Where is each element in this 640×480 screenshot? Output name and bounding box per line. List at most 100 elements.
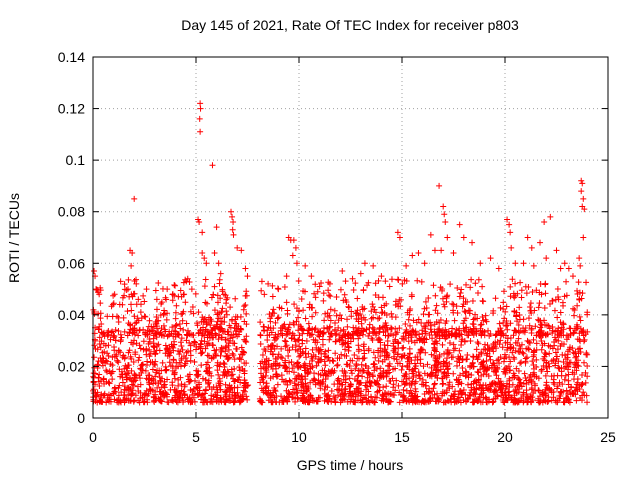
data-point — [477, 382, 484, 389]
data-point — [429, 394, 436, 401]
data-point — [316, 347, 323, 354]
data-point — [423, 304, 430, 311]
data-point — [315, 329, 322, 336]
data-point — [535, 387, 542, 394]
data-point — [204, 359, 211, 366]
data-point — [93, 286, 100, 293]
data-point — [412, 388, 419, 395]
data-point — [321, 390, 328, 397]
data-point — [366, 399, 373, 406]
data-point — [158, 325, 165, 332]
data-point — [460, 397, 467, 404]
data-point — [316, 283, 323, 290]
data-point — [308, 273, 315, 280]
data-point — [527, 300, 534, 307]
data-point — [331, 381, 338, 388]
data-point — [276, 362, 283, 369]
data-point — [243, 333, 250, 340]
data-point — [355, 346, 362, 353]
data-point — [567, 359, 574, 366]
data-point — [358, 315, 365, 322]
data-point — [507, 394, 514, 401]
data-point — [288, 335, 295, 342]
data-point — [101, 392, 108, 399]
data-point — [473, 346, 480, 353]
data-point — [177, 287, 184, 294]
data-point — [503, 303, 510, 310]
data-point — [554, 346, 561, 353]
data-point — [524, 399, 531, 406]
data-point — [496, 320, 503, 327]
data-point — [192, 290, 199, 297]
data-point — [382, 278, 389, 285]
data-point — [90, 379, 97, 386]
data-point — [257, 340, 264, 347]
data-point — [576, 255, 583, 262]
data-point — [558, 340, 565, 347]
data-point — [525, 346, 532, 353]
data-point — [158, 299, 165, 306]
data-point — [380, 372, 387, 379]
data-point — [301, 360, 308, 367]
data-point — [395, 340, 402, 347]
data-point — [164, 376, 171, 383]
data-point — [478, 372, 485, 379]
data-point — [198, 332, 205, 339]
data-point — [242, 265, 249, 272]
data-point — [190, 332, 197, 339]
data-point — [412, 362, 419, 369]
data-point — [289, 365, 296, 372]
data-point — [547, 343, 554, 350]
data-point — [96, 291, 103, 298]
data-point — [507, 229, 514, 236]
data-point — [121, 383, 128, 390]
data-point — [490, 307, 497, 314]
data-point — [242, 337, 249, 344]
data-point — [496, 360, 503, 367]
data-point — [528, 394, 535, 401]
data-point — [180, 326, 187, 333]
data-point — [211, 347, 218, 354]
data-point — [509, 349, 516, 356]
data-point — [282, 357, 289, 364]
data-point — [177, 363, 184, 370]
data-point — [117, 278, 124, 285]
data-point — [580, 195, 587, 202]
data-point — [531, 307, 538, 314]
data-point — [427, 397, 434, 404]
data-point — [399, 363, 406, 370]
data-point — [283, 342, 290, 349]
data-point — [529, 288, 536, 295]
data-point — [326, 292, 333, 299]
data-point — [183, 349, 190, 356]
data-point — [121, 328, 128, 335]
data-point — [160, 382, 167, 389]
data-point — [584, 373, 591, 380]
data-point — [170, 357, 177, 364]
data-point — [414, 357, 421, 364]
data-point — [565, 334, 572, 340]
data-point — [500, 319, 507, 326]
data-point — [574, 375, 581, 382]
data-point — [297, 363, 304, 370]
data-point — [297, 346, 304, 353]
data-point — [532, 323, 539, 330]
data-point — [283, 331, 290, 338]
data-point — [166, 359, 173, 366]
data-point — [172, 387, 179, 394]
data-point — [126, 330, 133, 337]
data-point — [513, 365, 520, 372]
data-point — [566, 399, 573, 406]
data-point — [565, 396, 572, 403]
data-point — [498, 332, 505, 339]
data-point — [186, 279, 193, 286]
data-point — [131, 397, 138, 404]
data-point — [429, 335, 436, 342]
data-point — [293, 360, 300, 367]
data-point — [453, 358, 460, 365]
data-point — [205, 370, 212, 377]
data-point — [127, 353, 134, 360]
data-point — [141, 298, 148, 305]
data-point — [473, 385, 480, 392]
data-point — [468, 384, 475, 391]
